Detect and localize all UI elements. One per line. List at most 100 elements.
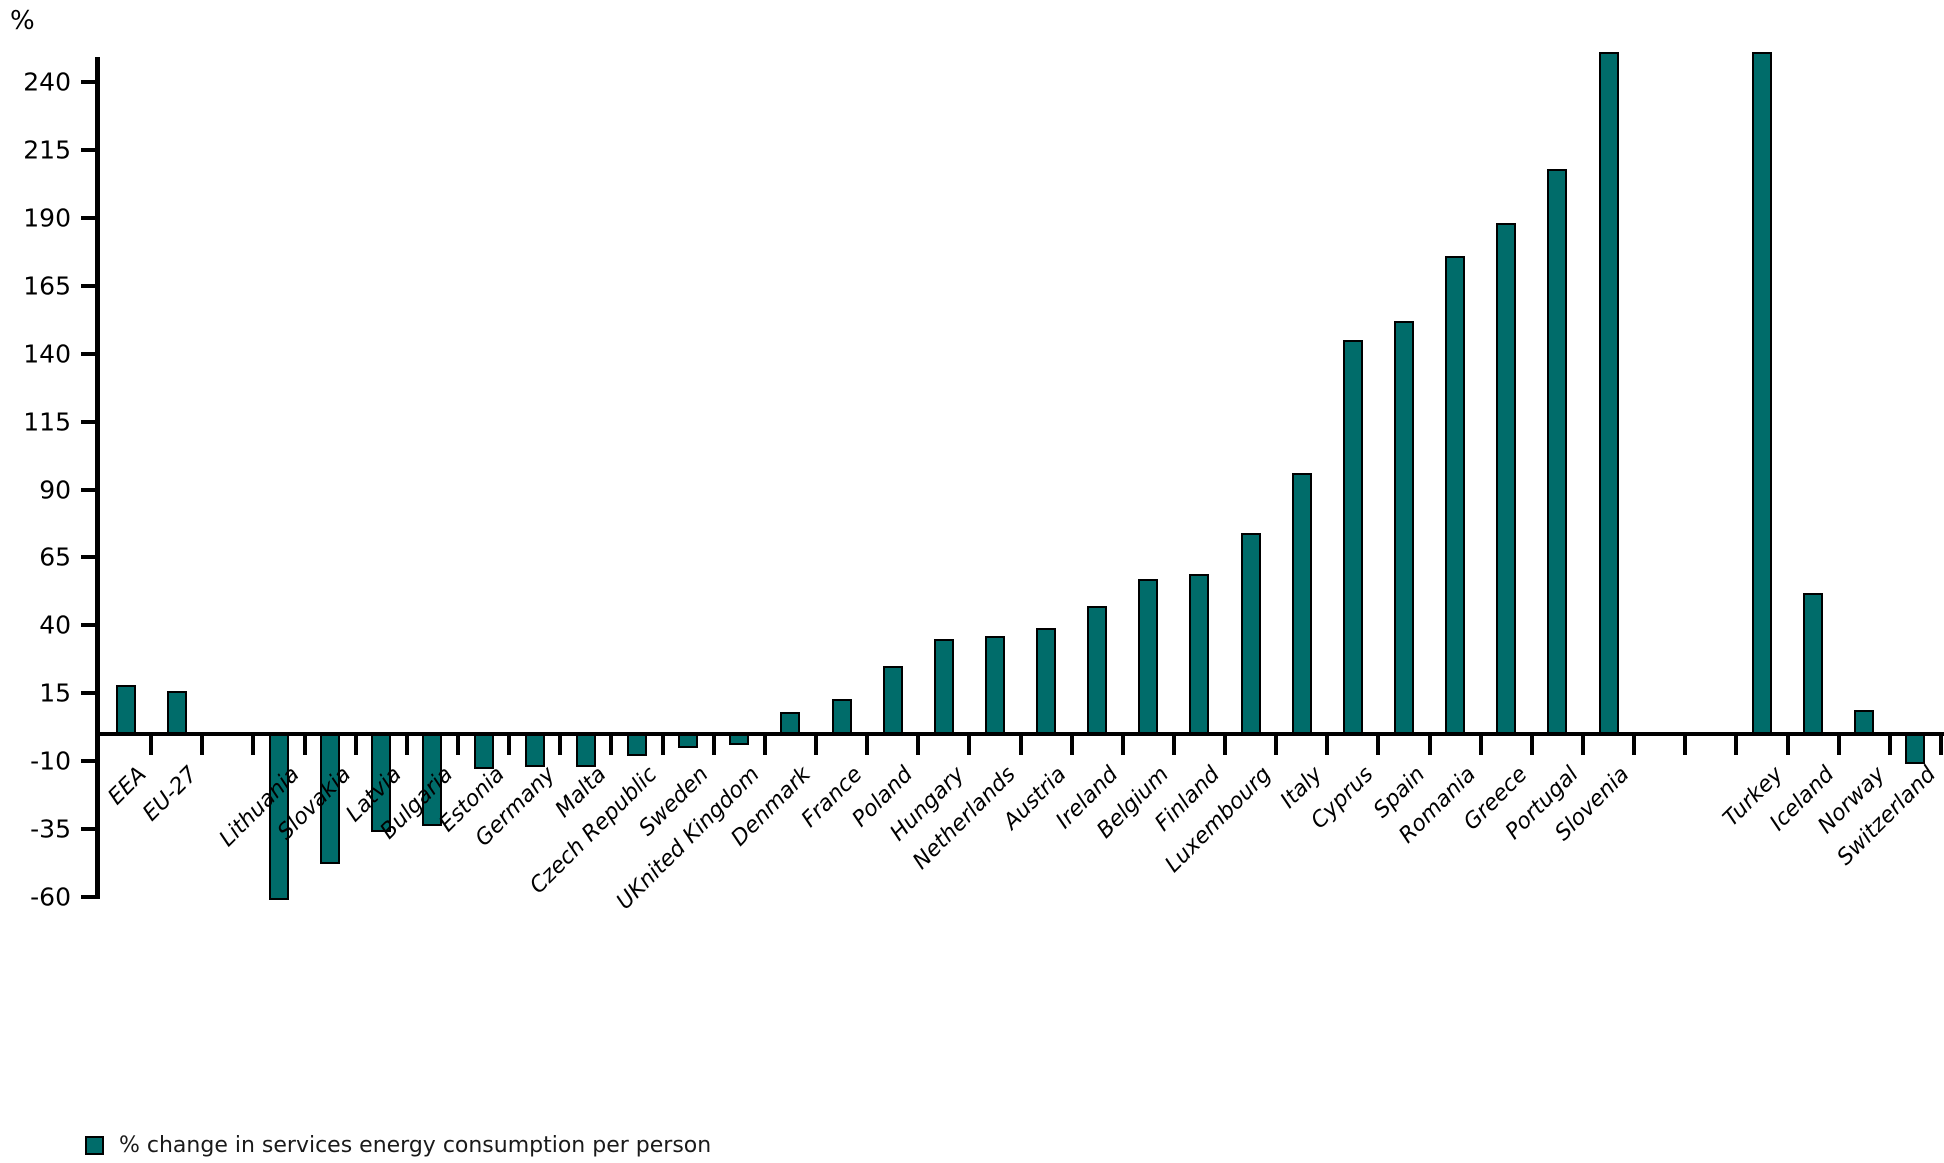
bar-portugal (1547, 169, 1568, 734)
y-tick-label: 90 (39, 475, 71, 505)
x-tick (1069, 734, 1074, 755)
x-tick (200, 734, 205, 755)
bar-sweden (678, 734, 699, 748)
bar-france (831, 698, 852, 734)
y-tick-label: -35 (30, 814, 71, 844)
x-tick (967, 734, 972, 755)
x-tick (1581, 734, 1586, 755)
bar-netherlands (984, 636, 1005, 734)
x-tick (1887, 734, 1892, 755)
y-tick-label: 140 (23, 339, 71, 369)
x-tick (1939, 734, 1943, 755)
y-tick-label: -60 (30, 882, 71, 912)
x-tick (455, 734, 460, 755)
bar-malta (575, 734, 596, 767)
bar-lithuania (268, 734, 289, 900)
x-tick (813, 734, 818, 755)
y-tick (81, 148, 95, 153)
y-tick-label: 190 (23, 203, 71, 233)
legend-label: % change in services energy consumption … (119, 1133, 712, 1158)
y-tick-label: 40 (39, 610, 71, 640)
bar-estonia (473, 734, 494, 770)
y-tick (81, 419, 95, 424)
x-label-eu-27: EU-27 (138, 762, 203, 827)
x-tick (149, 734, 154, 755)
x-tick (1632, 734, 1637, 755)
bar-spain (1394, 321, 1415, 734)
bar-turkey (1752, 52, 1772, 734)
x-tick (609, 734, 614, 755)
y-axis-unit-label: % (10, 6, 35, 36)
x-tick (251, 734, 256, 755)
bar-uknited-kingdom (729, 734, 750, 745)
bar-eu-27 (166, 690, 187, 734)
y-tick (81, 283, 95, 288)
y-tick (81, 691, 95, 696)
x-tick (1836, 734, 1841, 755)
x-tick (302, 734, 307, 755)
bar-hungary (933, 638, 954, 734)
y-tick-label: -10 (30, 746, 71, 776)
x-tick (660, 734, 665, 755)
y-tick-label: 65 (39, 542, 71, 572)
y-tick (81, 215, 95, 220)
y-tick (81, 759, 95, 764)
bar-belgium (1138, 579, 1159, 734)
x-tick (1120, 734, 1125, 755)
x-tick (353, 734, 358, 755)
x-tick (1683, 734, 1688, 755)
bar-austria (1036, 628, 1057, 734)
x-tick (1427, 734, 1432, 755)
y-tick-label: 240 (23, 67, 71, 97)
x-tick (1223, 734, 1228, 755)
y-tick (81, 555, 95, 560)
x-tick (762, 734, 767, 755)
y-tick (81, 623, 95, 628)
y-tick-label: 15 (39, 678, 71, 708)
y-tick (81, 351, 95, 356)
y-tick-label: 165 (23, 271, 71, 301)
bar-romania (1445, 255, 1466, 734)
bar-luxembourg (1240, 533, 1261, 734)
bar-czech-republic (626, 734, 647, 756)
x-tick (1478, 734, 1483, 755)
bar-germany (524, 734, 545, 767)
x-tick (1785, 734, 1790, 755)
bar-cyprus (1342, 340, 1363, 734)
x-tick (1274, 734, 1279, 755)
x-tick (1018, 734, 1023, 755)
bar-slovenia (1598, 52, 1619, 734)
bar-finland (1189, 573, 1210, 734)
bar-latvia (371, 734, 392, 832)
bar-italy (1291, 473, 1312, 734)
bar-ireland (1087, 606, 1108, 734)
bar-slovakia (320, 734, 341, 865)
x-tick (916, 734, 921, 755)
x-tick (1325, 734, 1330, 755)
y-tick (81, 894, 95, 899)
bar-norway (1854, 709, 1875, 734)
bar-iceland (1803, 592, 1824, 734)
y-tick (81, 80, 95, 85)
x-tick (865, 734, 870, 755)
x-tick (1529, 734, 1534, 755)
y-tick (81, 487, 95, 492)
y-tick-label: 215 (23, 135, 71, 165)
x-tick (711, 734, 716, 755)
x-tick (1171, 734, 1176, 755)
bar-poland (882, 666, 903, 734)
x-tick (507, 734, 512, 755)
y-axis-line (95, 57, 100, 899)
bar-bulgaria (422, 734, 443, 827)
bar-eea (115, 685, 136, 734)
x-tick (1734, 734, 1739, 755)
x-tick (1376, 734, 1381, 755)
bar-greece (1496, 223, 1517, 734)
legend-swatch (85, 1136, 104, 1155)
y-tick-label: 115 (23, 407, 71, 437)
bar-switzerland (1905, 734, 1926, 764)
bar-denmark (780, 712, 801, 734)
x-tick (558, 734, 563, 755)
